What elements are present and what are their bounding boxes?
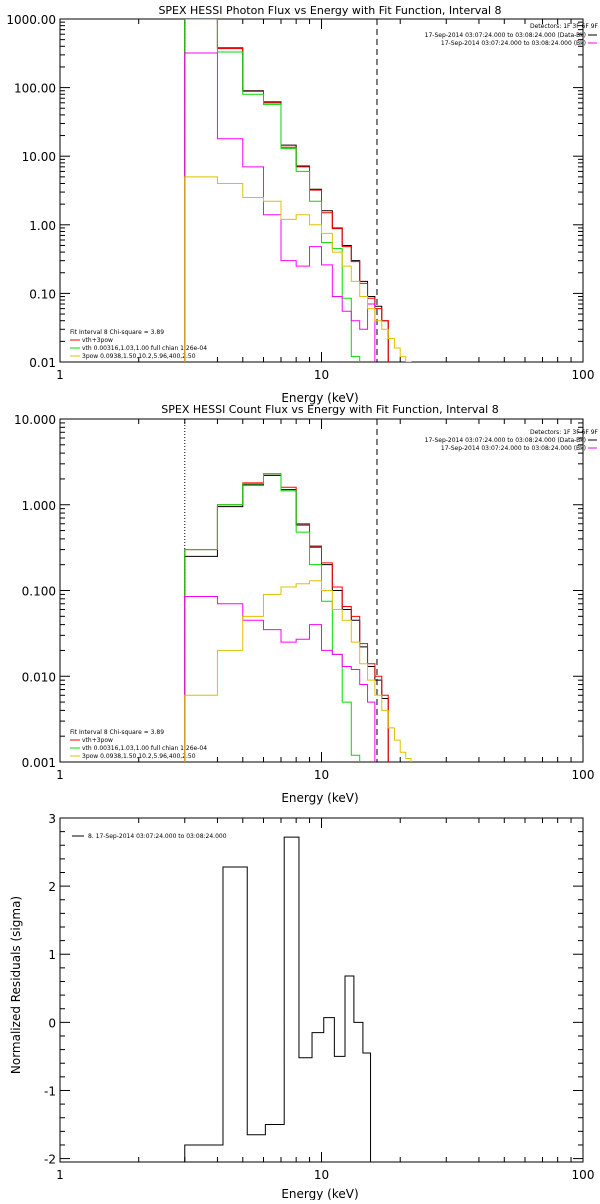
- count-y-tick-label: 0.100: [22, 585, 56, 599]
- count-legend-fit: Fit Interval 8 Chi-square = 3.89: [70, 729, 164, 736]
- residual-y-tick-label: 2: [48, 880, 56, 894]
- photon-legend-model: vth+3pow: [82, 337, 113, 344]
- photon-flux-title: SPEX HESSI Photon Flux vs Energy with Fi…: [158, 4, 501, 17]
- photon-legend-fit: Fit Interval 8 Chi-square = 3.89: [70, 329, 164, 336]
- residuals-ylabel: Normalized Residuals (sigma): [9, 896, 23, 1074]
- residuals-xlabel: Energy (keV): [281, 1187, 358, 1200]
- count-legend-3pow: 3pow 0.0938,1.50,10.2,5.96,400,2.50: [82, 753, 196, 760]
- count-series-4: [184, 580, 412, 762]
- residual-axes-frame: [59, 817, 584, 1163]
- photon-series-2: [184, 19, 361, 362]
- count-legend-detectors: Detectors: 1F 3F 6F 9F: [530, 429, 599, 436]
- residual-x-tick-label: 100: [572, 1168, 595, 1182]
- count-legend-model: vth+3pow: [82, 737, 113, 744]
- residual-y-tick-label: -2: [44, 1153, 56, 1167]
- count-x-tick-label: 10: [314, 768, 329, 782]
- count-series-1: [184, 473, 389, 762]
- count-series-0: [184, 474, 389, 762]
- photon-y-tick-label: 100.00: [14, 82, 56, 96]
- photon-y-tick-label: 1000.00: [6, 13, 56, 27]
- count-y-tick-label: 1.000: [22, 499, 56, 513]
- photon-legend-vth: vth 0.00316,1.03,1.00 full chian 1.26e-0…: [82, 345, 207, 352]
- photon-y-tick-label: 10.00: [22, 150, 56, 164]
- photon-series-1: [184, 19, 389, 362]
- residual-x-tick-label: 10: [314, 1168, 329, 1182]
- residual-data-group: [184, 836, 378, 1162]
- photon-y-tick-label: 1.00: [29, 219, 56, 233]
- residuals-legend: 8. 17-Sep-2014 03:07:24.000 to 03:08:24.…: [88, 833, 227, 840]
- residual-y-tick-label: -1: [44, 1084, 56, 1098]
- count-legend-data-bk: 17-Sep-2014 03:07:24.000 to 03:08:24.000…: [425, 437, 586, 444]
- count-flux-title: SPEX HESSI Count Flux vs Energy with Fit…: [161, 403, 498, 416]
- photon-data-group: [184, 19, 412, 362]
- photon-x-tick-label: 100: [572, 368, 595, 382]
- photon-series-3: [184, 52, 376, 362]
- count-series-3: [184, 596, 376, 762]
- photon-legend-data-bk: 17-Sep-2014 03:07:24.000 to 03:08:24.000…: [425, 32, 586, 39]
- photon-x-tick-label: 1: [56, 368, 64, 382]
- count-y-tick-label: 0.010: [22, 670, 56, 684]
- residuals-panel: Energy (keV) Normalized Residuals (sigma…: [9, 812, 595, 1201]
- residual-y-tick-label: 1: [48, 948, 56, 962]
- photon-flux-panel: SPEX HESSI Photon Flux vs Energy with Fi…: [6, 4, 598, 405]
- photon-x-tick-label: 10: [314, 368, 329, 382]
- count-x-tick-label: 100: [572, 768, 595, 782]
- count-y-tick-label: 0.001: [22, 756, 56, 770]
- photon-y-tick-label: 0.10: [29, 287, 56, 301]
- residual-y-tick-label: 0: [48, 1016, 56, 1030]
- count-data-group: [184, 473, 412, 762]
- residual-series-0: [184, 836, 378, 1162]
- photon-legend-bk: 17-Sep-2014 03:07:24.000 to 03:08:24.000…: [441, 40, 586, 47]
- photon-legend-detectors: Detectors: 1F 3F 6F 9F: [530, 23, 599, 30]
- residual-y-tick-label: 3: [48, 812, 56, 826]
- residual-x-tick-label: 1: [56, 1168, 64, 1182]
- photon-series-0: [184, 19, 389, 362]
- photon-flux-xlabel: Energy (keV): [281, 391, 358, 405]
- photon-legend-3pow: 3pow 0.0938,1.50,10.2,5.96,400,2.50: [82, 353, 196, 360]
- count-y-tick-label: 10.000: [14, 413, 56, 427]
- count-x-tick-label: 1: [56, 768, 64, 782]
- count-flux-xlabel: Energy (keV): [281, 791, 358, 805]
- count-legend-bk: 17-Sep-2014 03:07:24.000 to 03:08:24.000…: [441, 445, 586, 452]
- count-legend-vth: vth 0.00316,1.03,1.00 full chian 1.26e-0…: [82, 745, 207, 752]
- count-flux-panel: SPEX HESSI Count Flux vs Energy with Fit…: [14, 403, 599, 805]
- photon-series-4: [184, 176, 412, 362]
- count-series-2: [184, 473, 361, 762]
- photon-y-tick-label: 0.01: [29, 356, 56, 370]
